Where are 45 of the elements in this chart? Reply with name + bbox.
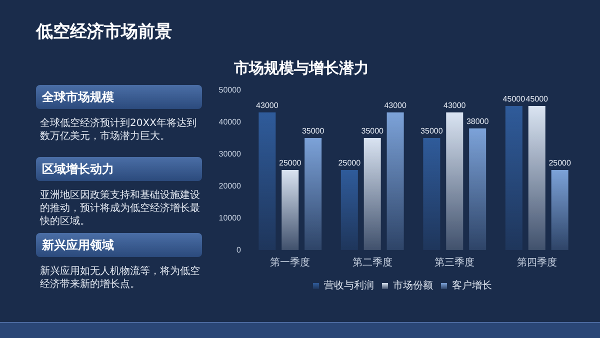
data-label: 35000 bbox=[361, 126, 384, 136]
bar bbox=[446, 112, 464, 250]
text: 全球市场规模 bbox=[36, 85, 202, 109]
bar bbox=[340, 170, 358, 250]
chart-title: 市场规模与增长潜力 bbox=[233, 59, 369, 77]
data-label: 25000 bbox=[279, 158, 302, 168]
data-label: 25000 bbox=[338, 158, 362, 168]
bar bbox=[551, 170, 568, 250]
data-label: 35000 bbox=[302, 126, 325, 136]
data-label: 43000 bbox=[256, 100, 279, 110]
text: 全球低空经济预计到20XX年将达到数万亿美元，市场潜力巨大。 bbox=[40, 117, 198, 143]
bar bbox=[505, 106, 522, 250]
text: 新兴应用领域 bbox=[36, 233, 202, 257]
x-tick-label: 第二季度 bbox=[352, 256, 392, 268]
text: 亚洲地区因政策支持和基础设施建设的推动，预计将成为低空经济增长最快的区域。 bbox=[40, 189, 201, 228]
data-label: 45000 bbox=[502, 94, 526, 104]
x-tick-label: 第四季度 bbox=[516, 256, 557, 268]
y-tick-label: 20000 bbox=[218, 182, 242, 190]
bar bbox=[469, 128, 486, 250]
bar bbox=[386, 112, 404, 250]
data-label: 35000 bbox=[420, 126, 444, 136]
data-label: 38000 bbox=[466, 116, 490, 126]
text: 低空经济市场前景 bbox=[36, 21, 172, 43]
y-tick-label: 40000 bbox=[218, 118, 242, 126]
bar bbox=[282, 170, 299, 250]
legend-label: 市场份额 bbox=[393, 280, 433, 292]
bar bbox=[423, 138, 440, 250]
y-tick-label: 10000 bbox=[218, 214, 242, 222]
data-label: 43000 bbox=[384, 100, 407, 110]
bar bbox=[258, 112, 276, 250]
x-tick-label: 第一季度 bbox=[270, 256, 310, 268]
data-label: 45000 bbox=[526, 94, 549, 104]
bar bbox=[528, 106, 546, 250]
data-label: 25000 bbox=[548, 158, 572, 168]
text: 区域增长动力 bbox=[36, 157, 202, 181]
y-tick-label: 30000 bbox=[218, 150, 242, 158]
legend-label: 客户增长 bbox=[452, 280, 492, 292]
x-tick-label: 第三季度 bbox=[434, 256, 475, 268]
text: 新兴应用如无人机物流等，将为低空经济带来新的增长点。 bbox=[40, 265, 201, 291]
y-tick-label: 50000 bbox=[218, 86, 242, 94]
data-label: 43000 bbox=[444, 100, 466, 110]
bar bbox=[364, 138, 381, 250]
y-tick-label: 0 bbox=[236, 246, 242, 254]
legend-label: 营收与利润 bbox=[324, 280, 374, 292]
bar bbox=[304, 138, 322, 250]
